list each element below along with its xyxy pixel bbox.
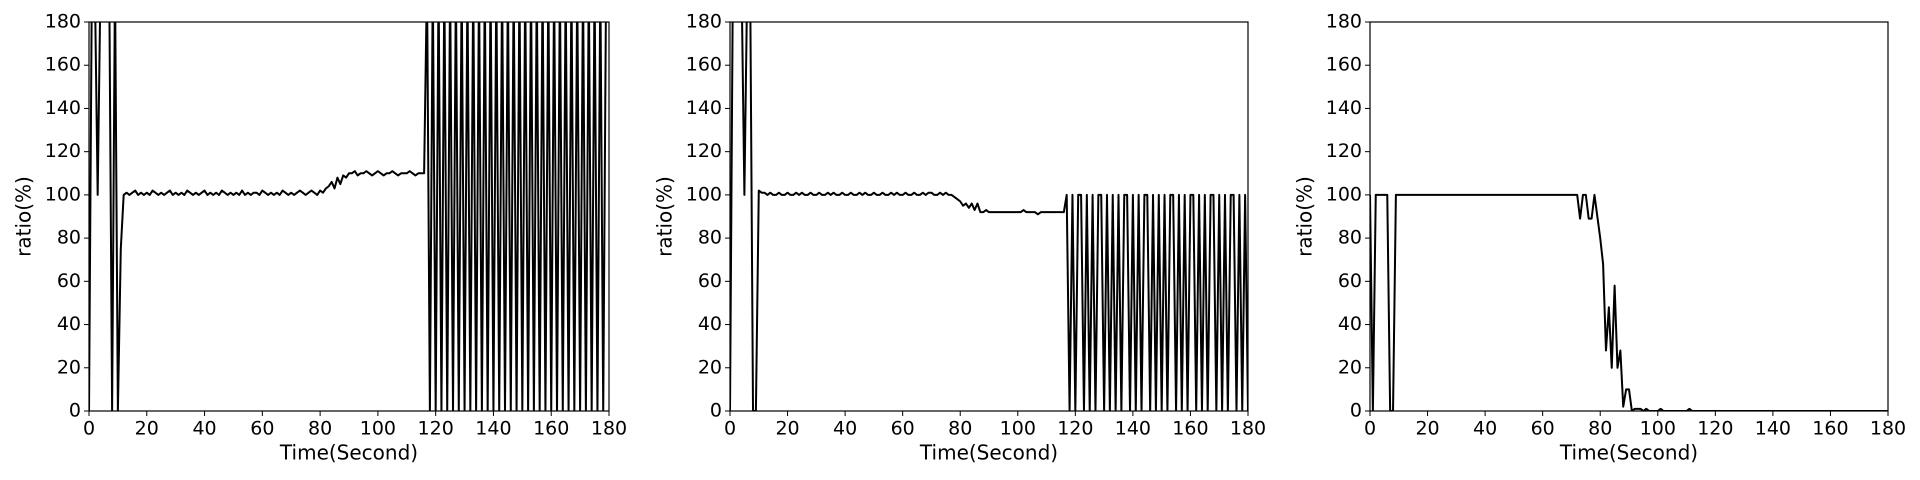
x-tick-label: 80 <box>948 418 972 440</box>
y-tick-label: 80 <box>57 227 81 249</box>
y-axis-label: ratio(%) <box>1293 176 1317 257</box>
x-tick-label: 0 <box>1364 418 1376 440</box>
y-tick-label: 40 <box>57 313 81 335</box>
x-tick-label: 20 <box>1415 418 1439 440</box>
y-tick-label: 160 <box>45 54 81 76</box>
axes-frame <box>88 21 610 412</box>
y-tick-label: 60 <box>1338 270 1362 292</box>
y-tick-label: 180 <box>686 11 722 33</box>
y-tick-label: 140 <box>45 97 81 119</box>
y-axis-label: ratio(%) <box>12 176 36 257</box>
x-tick-label: 120 <box>1057 418 1093 440</box>
y-tick-label: 20 <box>698 356 722 378</box>
x-tick-label: 100 <box>1640 418 1676 440</box>
x-axis-label: Time(Second) <box>1559 441 1698 465</box>
x-tick-label: 80 <box>308 418 332 440</box>
y-tick-label: 100 <box>686 183 722 205</box>
x-tick-label: 120 <box>418 418 454 440</box>
x-tick-label: 60 <box>891 418 915 440</box>
x-tick-label: 20 <box>775 418 799 440</box>
subplot: 0 20 40 60 80 100 120 140 160 180 0 20 40 60 80 100 120 1… <box>12 11 628 465</box>
y-tick-label: 0 <box>710 400 722 422</box>
line <box>1370 193 1888 411</box>
y-tick-label: 140 <box>1326 97 1362 119</box>
x-axis-label: Time(Second) <box>919 441 1058 465</box>
x-tick-label: 20 <box>135 418 159 440</box>
x-tick-label: 100 <box>360 418 396 440</box>
y-tick-label: 100 <box>45 183 81 205</box>
x-tick-label: 40 <box>833 418 857 440</box>
y-tick-label: 160 <box>1326 54 1362 76</box>
y-tick-label: 0 <box>1350 400 1362 422</box>
y-tick-label: 140 <box>686 97 722 119</box>
subplot: 0 20 40 60 80 100 120 140 160 180 0 20 40 60 80 100 120 1… <box>653 11 1267 465</box>
axes-frame <box>1369 21 1889 412</box>
x-tick-label: 140 <box>1755 418 1791 440</box>
y-tick-label: 120 <box>686 140 722 162</box>
x-tick-label: 60 <box>250 418 274 440</box>
x-axis-label: Time(Second) <box>279 441 418 465</box>
line <box>730 22 1248 411</box>
x-tick-label: 80 <box>1588 418 1612 440</box>
subplot: 0 20 40 60 80 100 120 140 160 180 0 20 40 60 80 100 120 1… <box>1293 11 1907 465</box>
y-tick-label: 20 <box>1338 356 1362 378</box>
y-tick-label: 120 <box>1326 140 1362 162</box>
y-axis-label: ratio(%) <box>653 176 677 257</box>
x-tick-label: 140 <box>1115 418 1151 440</box>
x-tick-label: 120 <box>1697 418 1733 440</box>
line <box>89 22 607 411</box>
x-tick-label: 0 <box>724 418 736 440</box>
x-tick-label: 60 <box>1531 418 1555 440</box>
x-tick-label: 40 <box>192 418 216 440</box>
y-tick-label: 80 <box>1338 227 1362 249</box>
y-tick-label: 40 <box>1338 313 1362 335</box>
x-tick-label: 160 <box>533 418 569 440</box>
x-tick-label: 40 <box>1473 418 1497 440</box>
y-tick-label: 0 <box>69 400 81 422</box>
y-tick-label: 180 <box>1326 11 1362 33</box>
x-tick-label: 160 <box>1172 418 1208 440</box>
y-tick-label: 180 <box>45 11 81 33</box>
x-tick-label: 180 <box>591 418 627 440</box>
y-tick-label: 60 <box>57 270 81 292</box>
x-tick-label: 180 <box>1870 418 1906 440</box>
x-tick-label: 160 <box>1812 418 1848 440</box>
y-tick-label: 20 <box>57 356 81 378</box>
x-tick-label: 0 <box>83 418 95 440</box>
x-tick-label: 140 <box>475 418 511 440</box>
y-tick-label: 160 <box>686 54 722 76</box>
y-tick-label: 100 <box>1326 183 1362 205</box>
y-tick-label: 80 <box>698 227 722 249</box>
y-tick-label: 120 <box>45 140 81 162</box>
axes-frame <box>729 21 1249 412</box>
x-tick-label: 180 <box>1230 418 1266 440</box>
x-tick-label: 100 <box>1000 418 1036 440</box>
y-tick-label: 40 <box>698 313 722 335</box>
y-tick-label: 60 <box>698 270 722 292</box>
